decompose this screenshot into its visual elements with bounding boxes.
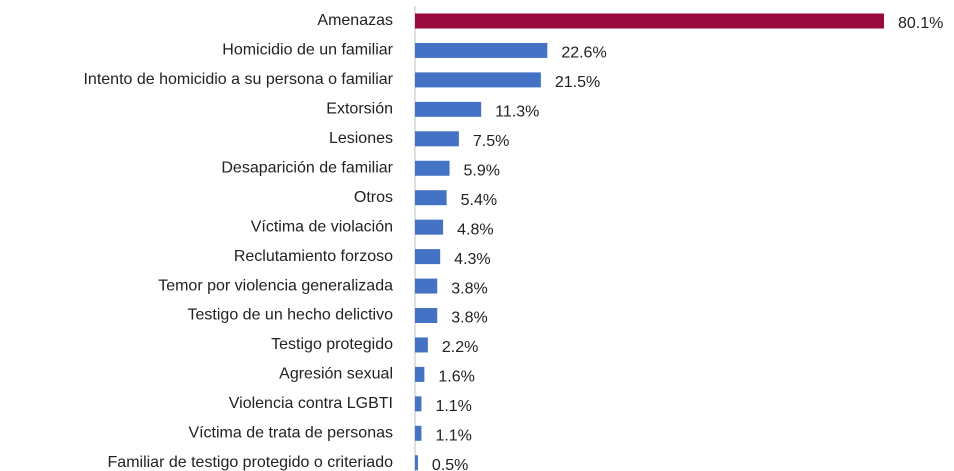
value-label: 0.5% xyxy=(432,457,468,471)
category-label: Temor por violencia generalizada xyxy=(158,277,393,294)
category-label: Testigo de un hecho delictivo xyxy=(188,307,394,324)
value-label: 3.8% xyxy=(451,310,487,327)
value-label: 4.3% xyxy=(454,251,490,268)
category-label: Intento de homicidio a su persona o fami… xyxy=(83,71,393,88)
bar xyxy=(415,219,444,235)
category-label: Testigo protegido xyxy=(271,336,393,353)
category-label: Amenazas xyxy=(317,12,393,29)
category-label: Lesiones xyxy=(329,130,393,147)
bar xyxy=(415,308,438,323)
category-label: Víctima de trata de personas xyxy=(188,425,393,442)
value-label: 7.5% xyxy=(473,133,509,150)
value-label: 2.2% xyxy=(442,339,478,356)
bar xyxy=(415,366,425,382)
category-label: Familiar de testigo protegido o criteria… xyxy=(108,454,394,471)
value-label: 11.3% xyxy=(495,104,539,121)
value-label: 1.6% xyxy=(438,369,474,386)
bar xyxy=(415,278,438,294)
category-label: Otros xyxy=(354,189,393,206)
bar xyxy=(415,396,422,412)
value-label: 4.8% xyxy=(457,221,493,238)
bar xyxy=(415,249,441,265)
bar xyxy=(415,131,459,147)
value-label: 3.8% xyxy=(451,280,487,297)
bar xyxy=(415,13,884,29)
category-label: Extorsión xyxy=(326,101,393,118)
category-label: Agresión sexual xyxy=(279,366,393,383)
category-label: Violencia contra LGBTI xyxy=(229,395,393,412)
value-label: 5.4% xyxy=(461,192,497,209)
value-label: 5.9% xyxy=(464,162,500,179)
value-label: 1.1% xyxy=(435,428,471,445)
value-label: 80.1% xyxy=(898,15,943,32)
bar xyxy=(415,455,418,471)
value-label: 22.6% xyxy=(561,45,606,62)
value-label: 1.1% xyxy=(435,398,471,415)
category-label: Desaparición de familiar xyxy=(221,159,393,176)
category-label: Homicidio de un familiar xyxy=(222,42,393,59)
bar xyxy=(415,101,482,117)
bar xyxy=(415,160,450,176)
bar xyxy=(415,72,541,88)
value-label: 21.5% xyxy=(555,74,600,91)
category-label: Reclutamiento forzoso xyxy=(234,248,393,265)
category-label: Víctima de violación xyxy=(251,218,393,235)
bar xyxy=(415,425,422,441)
bar xyxy=(415,337,428,353)
bar xyxy=(415,190,447,206)
bar xyxy=(415,42,548,58)
